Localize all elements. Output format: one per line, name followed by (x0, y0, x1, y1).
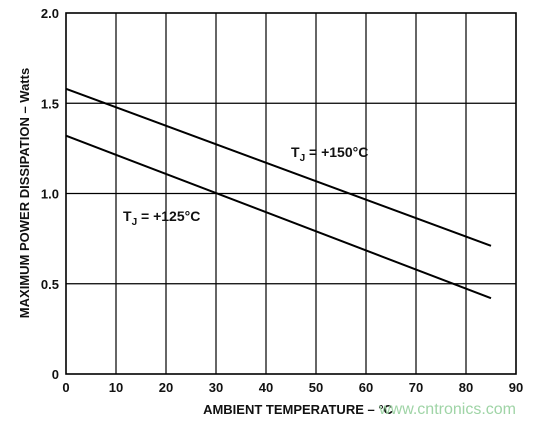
series-label-tj-125: TJ = +125°C (123, 208, 200, 228)
series-label-tj-150-sub: J (300, 153, 306, 164)
series-line-tj-125 (65, 134, 492, 300)
y-tick-label: 1.5 (41, 96, 59, 111)
x-tick-label: 80 (459, 380, 473, 395)
series-label-tj-125-rest: = +125°C (137, 208, 200, 224)
x-tick-label: 0 (62, 380, 69, 395)
series-lines (65, 87, 492, 300)
x-axis-title: AMBIENT TEMPERATURE – °C (203, 402, 393, 417)
y-tick-label: 0.5 (41, 277, 59, 292)
x-tick-label: 60 (359, 380, 373, 395)
series-label-tj-125-sub: J (132, 217, 138, 228)
y-tick-label: 0 (52, 367, 59, 382)
x-tick-label: 70 (409, 380, 423, 395)
series-label-tj-150-main: T (291, 144, 300, 160)
x-tick-label: 50 (309, 380, 323, 395)
series-label-tj-150: TJ = +150°C (291, 144, 368, 164)
x-tick-label: 40 (259, 380, 273, 395)
grid-lines (66, 13, 516, 374)
x-tick-label: 30 (209, 380, 223, 395)
x-tick-label: 90 (509, 380, 523, 395)
series-label-tj-150-rest: = +150°C (305, 144, 368, 160)
watermark-text: www.cntronics.com (378, 401, 516, 418)
y-tick-labels: 0 0.5 1.0 1.5 2.0 (41, 6, 59, 382)
series-label-tj-125-main: T (123, 208, 132, 224)
series-line-tj-150 (65, 87, 492, 247)
plot-frame (65, 12, 517, 375)
y-tick-label: 1.0 (41, 187, 59, 202)
x-tick-labels: 0 10 20 30 40 50 60 70 80 90 (62, 380, 523, 395)
y-tick-label: 2.0 (41, 6, 59, 21)
y-axis-title: MAXIMUM POWER DISSIPATION – Watts (17, 68, 32, 318)
x-tick-label: 20 (159, 380, 173, 395)
x-tick-label: 10 (109, 380, 123, 395)
